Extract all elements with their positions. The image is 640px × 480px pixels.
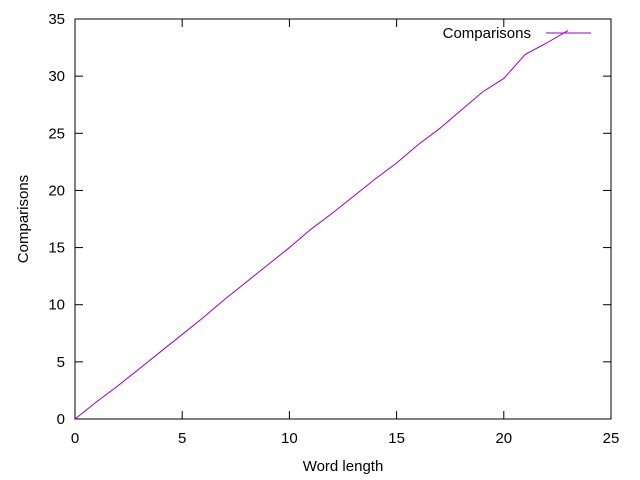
y-axis-title: Comparisons	[15, 175, 32, 263]
y-tick-label: 15	[48, 240, 65, 257]
x-tick-label: 10	[281, 430, 298, 447]
legend: Comparisons	[443, 25, 591, 42]
series-line-0	[74, 29, 569, 420]
x-tick-label: 15	[388, 430, 405, 447]
legend-label: Comparisons	[443, 25, 531, 42]
x-tick-label: 20	[495, 430, 512, 447]
plot-border	[74, 18, 612, 420]
y-tick-label: 5	[57, 354, 65, 371]
y-tick-label: 20	[48, 182, 65, 199]
x-tick-label: 0	[71, 430, 79, 447]
x-tick-label: 5	[178, 430, 186, 447]
y-tick-label: 30	[48, 68, 65, 85]
y-tick-label: 10	[48, 297, 65, 314]
y-tick-label: 35	[48, 11, 65, 28]
x-axis-title: Word length	[303, 458, 384, 475]
y-tick-label: 0	[57, 411, 65, 428]
y-tick-label: 25	[48, 125, 65, 142]
x-tick-label: 25	[603, 430, 620, 447]
